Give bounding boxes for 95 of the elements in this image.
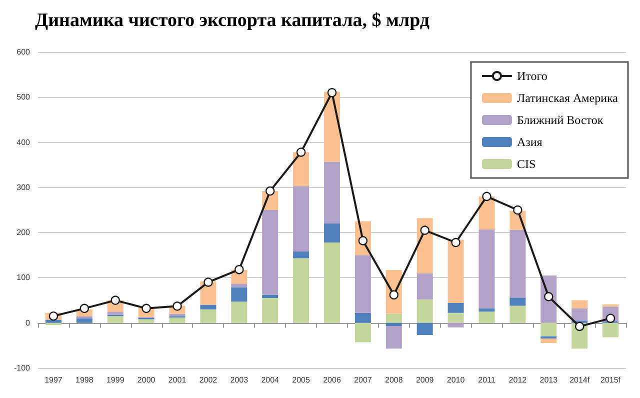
point <box>544 292 554 302</box>
x-tick-label: 2001 <box>168 376 187 384</box>
x-tick-label: 2013 <box>540 376 558 384</box>
bar <box>262 210 278 295</box>
bar <box>231 302 248 323</box>
bar <box>540 322 557 336</box>
point <box>172 302 182 311</box>
point <box>110 296 120 305</box>
bar <box>386 314 402 323</box>
bar <box>448 240 464 303</box>
point <box>296 148 306 157</box>
x-tick-label: 2003 <box>230 376 249 384</box>
bar <box>416 299 433 323</box>
x-tick-label: 2000 <box>137 376 156 384</box>
point <box>420 226 430 235</box>
y-tick-label: -100 <box>14 364 31 372</box>
x-tick-label: 2012 <box>508 376 528 384</box>
legend-label: Азия <box>516 135 543 149</box>
bar <box>293 186 310 252</box>
x-tick-label: 2007 <box>354 376 372 384</box>
bar <box>200 304 216 310</box>
y-tick-label: 0 <box>26 318 31 328</box>
legend-label: CIS <box>516 157 536 171</box>
x-tick-label: 2008 <box>384 376 404 384</box>
x-tick-label: 2015f <box>600 376 622 384</box>
bar <box>448 322 464 328</box>
bar <box>386 326 402 349</box>
x-tick-label: 2002 <box>199 376 218 384</box>
point <box>327 88 337 98</box>
y-tick-label: 500 <box>16 92 31 102</box>
x-tick-label: 2006 <box>323 376 342 384</box>
bar <box>324 224 340 243</box>
bar <box>293 152 310 186</box>
bar <box>200 309 216 323</box>
point <box>482 192 492 202</box>
point <box>80 304 90 314</box>
x-tick-label: 2004 <box>261 376 280 384</box>
bar <box>262 294 278 298</box>
x-tick-label: 2009 <box>416 376 434 384</box>
bar <box>386 322 402 326</box>
bar <box>510 298 526 306</box>
bar <box>354 322 371 342</box>
x-tick-label: 1997 <box>44 376 63 384</box>
bar <box>540 338 557 344</box>
bar <box>293 252 310 258</box>
bar <box>293 258 310 323</box>
point <box>574 322 584 332</box>
bar <box>138 319 154 323</box>
bar <box>169 317 186 323</box>
y-tick-label: 300 <box>16 182 31 192</box>
point <box>234 264 244 274</box>
bar <box>76 318 92 323</box>
bar <box>107 316 124 323</box>
bar <box>231 284 248 288</box>
bar <box>478 312 495 323</box>
x-tick-label: 1998 <box>76 376 94 384</box>
legend-label: Латинская Америка <box>516 91 619 105</box>
point <box>389 290 398 300</box>
point <box>204 278 213 287</box>
bar <box>572 308 588 321</box>
bar <box>448 302 464 313</box>
y-tick-label: 400 <box>16 138 31 147</box>
y-tick-label: 100 <box>16 273 31 282</box>
x-tick-label: 2010 <box>446 376 466 384</box>
bar <box>510 306 526 323</box>
bar <box>107 312 124 315</box>
x-tick-label: 1999 <box>106 376 125 384</box>
y-tick-label: 600 <box>16 48 31 56</box>
bar <box>324 242 340 323</box>
bar <box>416 322 433 336</box>
bar <box>448 312 464 323</box>
x-tick-label: 2014f <box>570 376 590 384</box>
bar <box>354 312 371 323</box>
bar <box>45 320 62 323</box>
bar <box>231 287 248 302</box>
bar <box>602 322 619 338</box>
bar <box>478 308 495 312</box>
point <box>48 311 58 321</box>
y-tick-label: 200 <box>16 228 31 238</box>
point <box>142 304 151 314</box>
bar <box>510 230 526 298</box>
point <box>451 238 460 248</box>
bar <box>262 298 278 323</box>
point <box>513 205 522 215</box>
bar <box>354 255 371 313</box>
legend-label: Ближний Восток <box>516 113 604 127</box>
bar <box>572 300 588 308</box>
bar <box>416 273 433 300</box>
chart-title: Динамика чистого экспорта капитала, $ млрд <box>35 10 430 31</box>
x-tick-label: 2011 <box>478 376 496 384</box>
x-tick-label: 2005 <box>292 376 310 384</box>
legend-label: Итого <box>516 69 548 83</box>
bar <box>324 162 340 224</box>
bar <box>478 229 495 308</box>
point <box>266 186 275 196</box>
